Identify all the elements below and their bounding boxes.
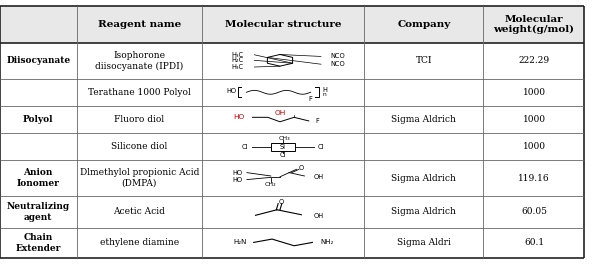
- Text: Molecular
weight(g/mol): Molecular weight(g/mol): [493, 14, 575, 34]
- Bar: [76, 133, 202, 160]
- Text: Diisocyanate: Diisocyanate: [6, 56, 70, 65]
- Text: O: O: [299, 165, 304, 171]
- Text: CH₂: CH₂: [265, 182, 277, 187]
- Text: Sigma Aldrich: Sigma Aldrich: [391, 115, 457, 124]
- Text: F: F: [315, 118, 319, 124]
- Text: H₃C: H₃C: [231, 52, 243, 58]
- Text: Silicone diol: Silicone diol: [111, 142, 167, 151]
- Bar: [483, 133, 584, 160]
- Text: TCI: TCI: [416, 56, 432, 65]
- Bar: [76, 160, 202, 196]
- Text: Anion
Ionomer: Anion Ionomer: [17, 168, 60, 188]
- Bar: [364, 6, 483, 43]
- Text: Cl: Cl: [280, 152, 286, 158]
- Text: Isophorone
diisocyanate (IPDI): Isophorone diisocyanate (IPDI): [95, 51, 184, 71]
- Bar: [0, 228, 76, 258]
- Text: Sigma Aldrich: Sigma Aldrich: [391, 174, 457, 183]
- Bar: [364, 79, 483, 106]
- Bar: [76, 43, 202, 79]
- Text: Cl: Cl: [242, 144, 248, 150]
- Text: Terathane 1000 Polyol: Terathane 1000 Polyol: [88, 88, 190, 97]
- Text: Acetic Acid: Acetic Acid: [113, 207, 165, 217]
- Text: 1000: 1000: [523, 88, 545, 97]
- Bar: [483, 228, 584, 258]
- Bar: [202, 106, 364, 133]
- Bar: [76, 196, 202, 228]
- Text: H₃C: H₃C: [231, 64, 243, 70]
- Text: HO: HO: [226, 88, 236, 94]
- Bar: [271, 143, 294, 151]
- Bar: [202, 133, 364, 160]
- Bar: [364, 228, 483, 258]
- Bar: [364, 160, 483, 196]
- Bar: [0, 43, 76, 79]
- Text: H₂C: H₂C: [231, 57, 243, 63]
- Text: 222.29: 222.29: [518, 56, 550, 65]
- Text: HO: HO: [233, 114, 245, 120]
- Bar: [364, 196, 483, 228]
- Bar: [0, 6, 76, 43]
- Bar: [483, 196, 584, 228]
- Text: O: O: [278, 199, 284, 205]
- Text: 60.05: 60.05: [521, 207, 547, 217]
- Text: Neutralizing
agent: Neutralizing agent: [7, 202, 70, 222]
- Text: ethylene diamine: ethylene diamine: [100, 239, 179, 247]
- Bar: [202, 160, 364, 196]
- Text: Sigma Aldrich: Sigma Aldrich: [391, 207, 457, 217]
- Text: Sigma Aldri: Sigma Aldri: [397, 239, 451, 247]
- Bar: [0, 196, 76, 228]
- Text: Molecular structure: Molecular structure: [225, 20, 341, 29]
- Bar: [202, 228, 364, 258]
- Bar: [483, 6, 584, 43]
- Bar: [364, 43, 483, 79]
- Text: OH: OH: [313, 174, 324, 180]
- Bar: [483, 43, 584, 79]
- Bar: [202, 196, 364, 228]
- Text: Fluoro diol: Fluoro diol: [114, 115, 164, 124]
- Text: NCO: NCO: [330, 61, 346, 67]
- Text: 119.16: 119.16: [518, 174, 550, 183]
- Bar: [364, 106, 483, 133]
- Bar: [76, 79, 202, 106]
- Bar: [202, 43, 364, 79]
- Bar: [76, 228, 202, 258]
- Text: 60.1: 60.1: [524, 239, 544, 247]
- Text: NCO: NCO: [330, 53, 346, 59]
- Bar: [0, 79, 76, 106]
- Text: Reagent name: Reagent name: [97, 20, 181, 29]
- Text: OH: OH: [274, 110, 286, 116]
- Text: H₂N: H₂N: [234, 239, 247, 245]
- Text: 1000: 1000: [523, 142, 545, 151]
- Text: Cl: Cl: [318, 144, 324, 150]
- Bar: [76, 6, 202, 43]
- Bar: [483, 106, 584, 133]
- Text: Polyol: Polyol: [23, 115, 53, 124]
- Bar: [202, 6, 364, 43]
- Text: Chain
Extender: Chain Extender: [15, 233, 61, 253]
- Bar: [0, 160, 76, 196]
- Text: Dlmethylol propionic Acid
(DMPA): Dlmethylol propionic Acid (DMPA): [80, 168, 199, 188]
- Text: H: H: [323, 86, 327, 93]
- Bar: [483, 160, 584, 196]
- Text: n: n: [323, 92, 327, 97]
- Bar: [483, 79, 584, 106]
- Bar: [76, 106, 202, 133]
- Bar: [202, 79, 364, 106]
- Bar: [364, 133, 483, 160]
- Bar: [0, 106, 76, 133]
- Text: NH₂: NH₂: [321, 239, 334, 245]
- Bar: [0, 133, 76, 160]
- Text: 1000: 1000: [523, 115, 545, 124]
- Text: Si: Si: [280, 144, 286, 150]
- Text: HO: HO: [232, 170, 242, 176]
- Text: HO: HO: [232, 177, 242, 183]
- Text: CH₃: CH₃: [278, 136, 290, 141]
- Text: F: F: [308, 96, 313, 102]
- Text: Company: Company: [397, 20, 450, 29]
- Text: OH: OH: [313, 213, 324, 219]
